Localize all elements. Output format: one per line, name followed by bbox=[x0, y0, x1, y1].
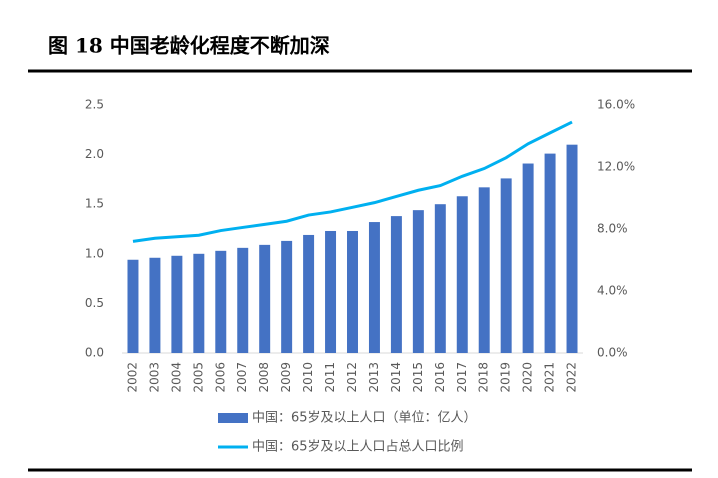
bar bbox=[149, 257, 161, 353]
bar bbox=[522, 163, 534, 353]
x-tick-label: 2004 bbox=[169, 362, 183, 393]
bar bbox=[171, 255, 183, 353]
bar bbox=[390, 216, 402, 353]
legend-label: 中国：65岁及以上人口占总人口比例 bbox=[252, 440, 464, 455]
bar bbox=[544, 153, 556, 353]
x-tick-label: 2009 bbox=[279, 362, 293, 393]
y-tick-label: 2.0 bbox=[85, 147, 104, 161]
y-tick-label: 1.5 bbox=[85, 197, 104, 211]
x-tick-label: 2017 bbox=[455, 362, 469, 393]
x-tick-label: 2021 bbox=[543, 362, 557, 393]
x-tick-label: 2020 bbox=[521, 362, 535, 393]
bar bbox=[347, 230, 358, 353]
chart-title: 图 18 中国老龄化程度不断加深 bbox=[48, 34, 330, 58]
line bbox=[132, 120, 573, 243]
bar bbox=[127, 259, 139, 353]
x-tick-label: 2006 bbox=[213, 362, 227, 393]
bar bbox=[434, 204, 446, 353]
y2-tick-label: 12.0% bbox=[597, 160, 635, 174]
bar bbox=[456, 196, 468, 353]
bar bbox=[478, 187, 490, 353]
y-tick-label: 2.5 bbox=[85, 98, 104, 112]
x-tick-label: 2005 bbox=[191, 362, 205, 393]
bar bbox=[259, 244, 271, 353]
bar bbox=[281, 240, 293, 353]
x-tick-label: 2008 bbox=[257, 362, 271, 393]
bar bbox=[566, 144, 578, 353]
legend-swatch bbox=[218, 413, 248, 423]
legend-label: 中国：65岁及以上人口（单位：亿人） bbox=[252, 411, 477, 426]
bar bbox=[500, 178, 512, 353]
bar bbox=[237, 247, 249, 353]
x-tick-label: 2012 bbox=[345, 362, 359, 393]
x-tick-label: 2002 bbox=[125, 362, 139, 393]
bar bbox=[325, 230, 337, 353]
y2-tick-label: 0.0% bbox=[597, 346, 628, 360]
bar bbox=[368, 222, 380, 353]
x-tick-label: 2018 bbox=[477, 362, 491, 393]
bar bbox=[215, 250, 227, 353]
x-tick-label: 2016 bbox=[433, 362, 447, 393]
x-tick-label: 2003 bbox=[147, 362, 161, 393]
x-tick-label: 2015 bbox=[411, 362, 425, 393]
y-tick-label: 0.5 bbox=[85, 296, 104, 310]
y-tick-label: 0.0 bbox=[85, 346, 104, 360]
x-tick-label: 2022 bbox=[565, 362, 579, 393]
x-tick-label: 2007 bbox=[235, 362, 249, 393]
bar bbox=[193, 253, 205, 353]
bar bbox=[412, 210, 424, 353]
x-tick-label: 2010 bbox=[301, 362, 315, 393]
x-tick-label: 2011 bbox=[323, 362, 337, 393]
y-tick-label: 1.0 bbox=[85, 246, 104, 260]
x-tick-label: 2013 bbox=[367, 362, 381, 393]
y2-tick-label: 4.0% bbox=[597, 284, 628, 298]
x-tick-label: 2019 bbox=[499, 362, 513, 393]
y2-tick-label: 16.0% bbox=[597, 98, 635, 112]
bar bbox=[303, 234, 315, 353]
y2-tick-label: 8.0% bbox=[597, 222, 628, 236]
x-tick-label: 2014 bbox=[389, 362, 403, 393]
